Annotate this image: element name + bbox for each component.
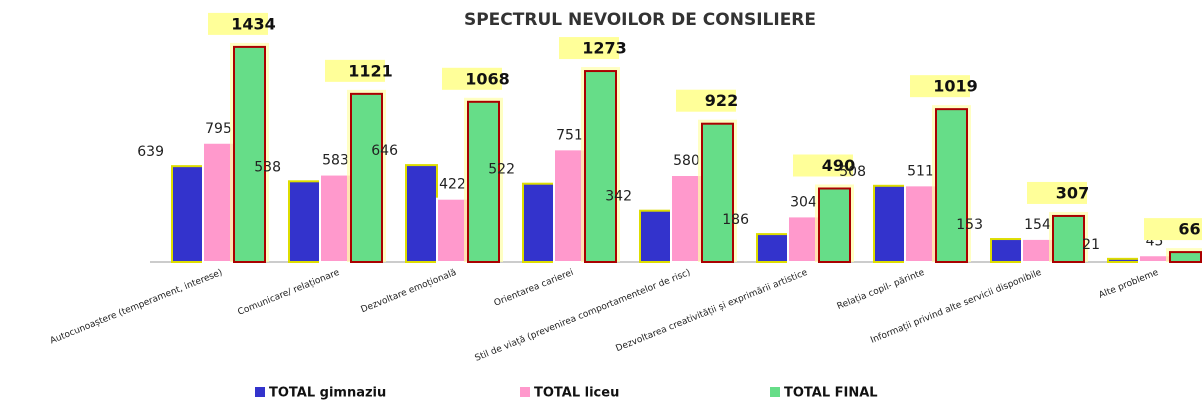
value-label: 307 (1056, 183, 1089, 202)
value-label: 186 (722, 212, 749, 228)
chart-title: SPECTRUL NEVOILOR DE CONSILIERE (464, 10, 816, 30)
bar (1107, 257, 1140, 264)
bar (202, 141, 235, 263)
x-tick-label: Dezvoltarea creativității și exprimării … (615, 268, 810, 355)
x-tick-label: Dezvoltare emoțională (360, 268, 458, 316)
value-label: 304 (790, 194, 817, 210)
value-label: 490 (822, 156, 855, 175)
bar (873, 184, 906, 263)
bar (670, 174, 703, 263)
legend-label: TOTAL liceu (534, 386, 619, 401)
bar (350, 92, 383, 263)
value-label: 511 (907, 163, 934, 179)
x-tick-label: Relația copil- părinte (836, 268, 927, 312)
value-label: 922 (705, 91, 738, 110)
bar (553, 148, 586, 264)
value-label: 583 (322, 153, 349, 169)
bar (818, 187, 851, 263)
value-label: 1434 (231, 14, 276, 33)
bar (990, 238, 1023, 264)
value-label-bg (325, 59, 385, 82)
value-label: 639 (137, 144, 164, 160)
bar (405, 164, 438, 264)
bar (288, 180, 321, 263)
bar (756, 233, 789, 264)
value-label: 154 (1024, 217, 1051, 233)
bar (522, 182, 555, 263)
value-label-bg (208, 12, 268, 35)
bar (904, 184, 937, 264)
value-label: 1019 (933, 77, 978, 96)
bar (319, 173, 352, 263)
bar (787, 215, 820, 263)
value-label-bg (1027, 181, 1087, 204)
bar (467, 100, 500, 263)
legend-swatch (520, 387, 530, 397)
x-tick-label: Comunicare/ relaționare (237, 268, 342, 318)
bar (1169, 251, 1202, 264)
legend-label: TOTAL gimnaziu (269, 386, 386, 401)
bar (639, 209, 672, 263)
value-label: 342 (605, 189, 632, 205)
legend-swatch (770, 387, 780, 397)
value-label: 422 (439, 177, 466, 193)
legend-swatch (255, 387, 265, 397)
value-label: 66 (1178, 220, 1200, 239)
x-tick-label: Alte probleme (1098, 268, 1161, 301)
value-label: 1121 (348, 61, 393, 80)
value-label-bg (676, 89, 736, 112)
value-label-bg (1144, 218, 1202, 241)
bar (171, 165, 204, 263)
value-label: 1273 (582, 39, 627, 58)
bar (701, 122, 734, 263)
legend-label: TOTAL FINAL (784, 386, 878, 401)
value-label: 751 (556, 127, 583, 143)
bar (584, 70, 617, 263)
value-label: 21 (1082, 237, 1100, 253)
value-label: 580 (673, 153, 700, 169)
bar (1021, 237, 1054, 263)
value-label: 795 (205, 121, 232, 137)
value-label: 153 (956, 217, 983, 233)
value-label: 508 (839, 164, 866, 180)
value-label: 1068 (465, 69, 510, 88)
value-label: 646 (371, 143, 398, 159)
bar (233, 45, 266, 264)
bar (935, 108, 968, 264)
value-label-bg (559, 37, 619, 60)
value-label-bg (442, 67, 502, 90)
value-label-bg (793, 154, 853, 177)
bar (436, 197, 469, 263)
bar (1052, 214, 1085, 263)
x-tick-label: Orientarea carierei (493, 268, 575, 309)
x-tick-label: Stil de viață (prevenirea comportamentel… (474, 268, 692, 364)
x-tick-label: Autocunoaștere (temperament, interese) (49, 268, 224, 347)
value-label: 522 (488, 162, 515, 178)
value-label: 538 (254, 159, 281, 175)
value-label-bg (910, 75, 970, 98)
bar (1138, 254, 1171, 263)
